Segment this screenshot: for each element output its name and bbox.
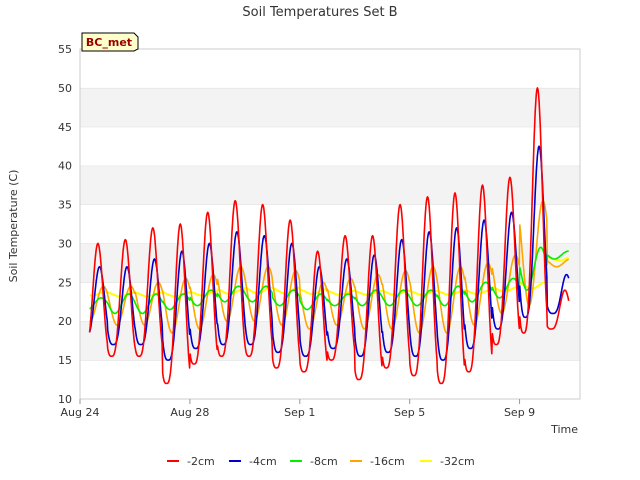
plot-frame bbox=[79, 48, 581, 400]
x-tick-label: Aug 28 bbox=[170, 406, 209, 419]
series-layer bbox=[88, 87, 570, 385]
y-tick-label: 30 bbox=[58, 237, 72, 250]
legend-label: -4cm bbox=[249, 455, 277, 468]
y-tick-label: 40 bbox=[58, 160, 72, 173]
y-axis-label: Soil Temperature (C) bbox=[7, 170, 20, 283]
grid-band bbox=[80, 165, 580, 205]
x-tick-label: Sep 1 bbox=[284, 406, 315, 419]
legend-label: -2cm bbox=[187, 455, 215, 468]
y-tick-label: 15 bbox=[58, 354, 72, 367]
y-tick-label: 55 bbox=[58, 43, 72, 56]
chart-title: Soil Temperatures Set B bbox=[242, 5, 397, 20]
grid-band bbox=[80, 321, 580, 361]
y-tick-label: 45 bbox=[58, 121, 72, 134]
y-tick-label: 10 bbox=[58, 393, 72, 406]
x-tick-label: Sep 9 bbox=[504, 406, 535, 419]
x-tick-label: Sep 5 bbox=[394, 406, 425, 419]
legend-label: -16cm bbox=[370, 455, 405, 468]
y-tick-label: 35 bbox=[58, 199, 72, 212]
x-ticks: Aug 24 Aug 28 Sep 1 Sep 5 Sep 9 bbox=[61, 399, 535, 419]
x-tick-label: Aug 24 bbox=[61, 406, 100, 419]
legend-label: -32cm bbox=[440, 455, 475, 468]
grid-band bbox=[80, 243, 580, 283]
site-label-box: BC_met bbox=[81, 32, 139, 52]
series-line--4cm bbox=[88, 145, 570, 361]
y-tick-label: 50 bbox=[58, 82, 72, 95]
x-axis-label: Time bbox=[550, 423, 578, 436]
plot-border bbox=[79, 48, 581, 400]
site-label: BC_met bbox=[86, 36, 132, 49]
legend-label: -8cm bbox=[310, 455, 338, 468]
y-tick-label: 20 bbox=[58, 315, 72, 328]
grid-band bbox=[80, 360, 580, 399]
grid-bands bbox=[80, 48, 580, 399]
y-tick-label: 25 bbox=[58, 276, 72, 289]
series-line--2cm bbox=[88, 87, 570, 385]
grid-band bbox=[80, 49, 580, 88]
grid-band bbox=[80, 87, 580, 127]
grid-band bbox=[80, 204, 580, 244]
y-ticks: 10 15 20 25 30 35 40 45 50 55 bbox=[58, 43, 72, 406]
grid-band bbox=[80, 126, 580, 166]
legend: -2cm -4cm -8cm -16cm -32cm bbox=[167, 455, 475, 468]
